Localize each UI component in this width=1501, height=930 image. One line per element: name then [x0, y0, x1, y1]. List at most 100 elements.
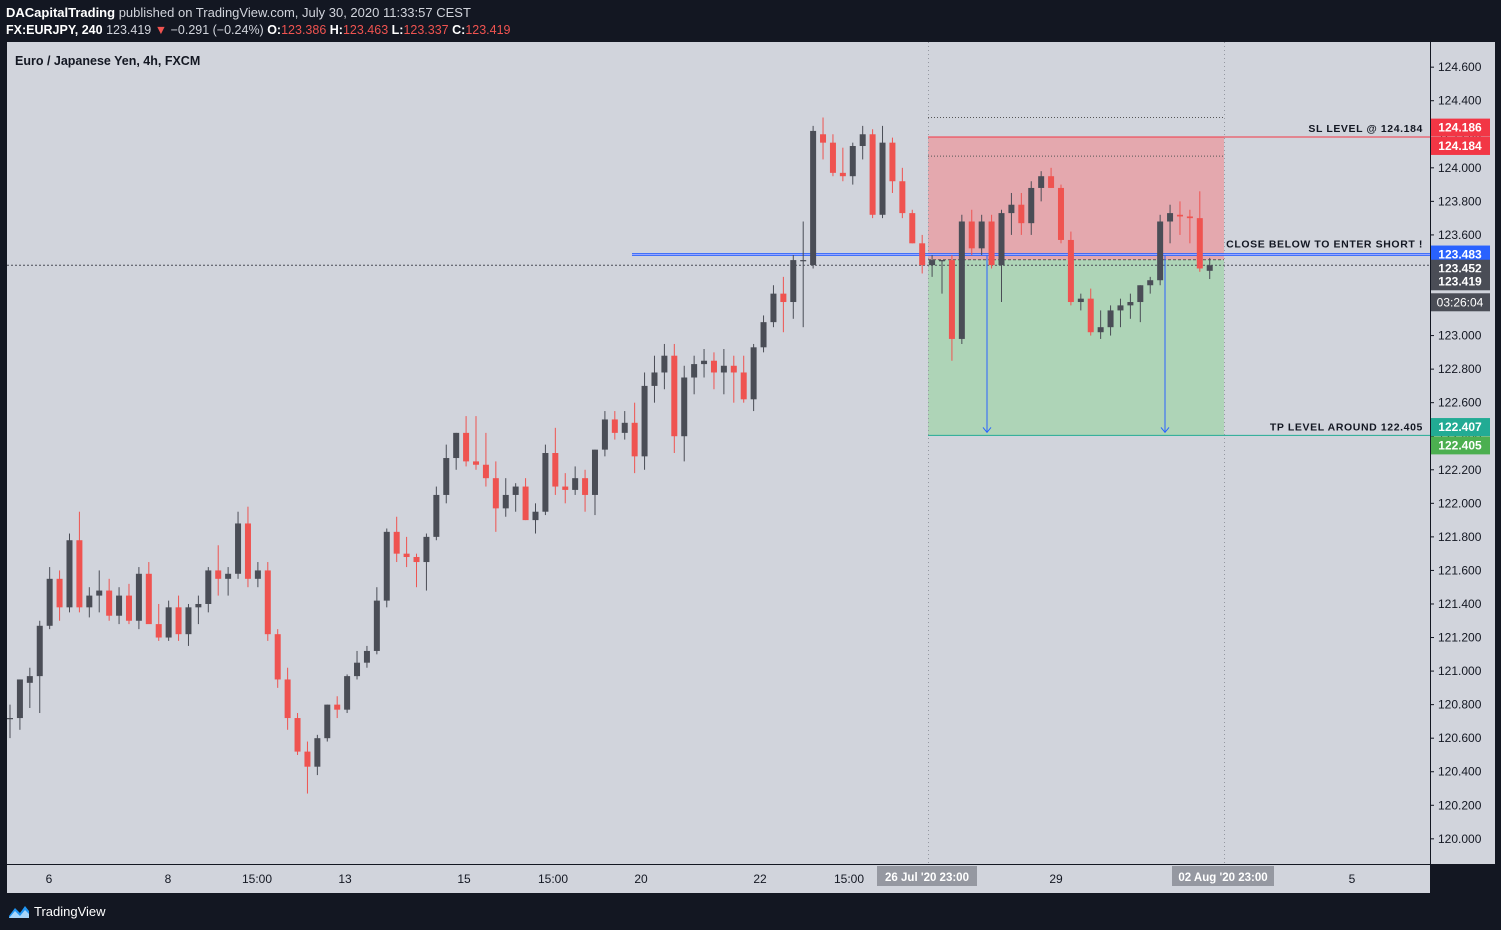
candle-down[interactable]	[988, 221, 995, 266]
candle-up[interactable]	[1008, 204, 1015, 214]
price-label-box[interactable]	[1431, 136, 1490, 155]
candle-up[interactable]	[26, 676, 33, 683]
candle-up[interactable]	[235, 523, 242, 574]
candle-up[interactable]	[185, 607, 192, 635]
candle-down[interactable]	[125, 595, 132, 621]
candle-down[interactable]	[562, 486, 569, 490]
candle-down[interactable]	[244, 523, 251, 579]
candle-up[interactable]	[423, 536, 430, 563]
candle-up[interactable]	[1117, 305, 1124, 311]
candle-down[interactable]	[492, 478, 499, 509]
candle-up[interactable]	[86, 595, 93, 608]
candle-down[interactable]	[284, 679, 291, 719]
candle-down[interactable]	[294, 718, 301, 752]
candle-down[interactable]	[1057, 187, 1064, 240]
candle-down[interactable]	[869, 134, 876, 215]
candle-up[interactable]	[958, 221, 965, 339]
candle-down[interactable]	[334, 704, 341, 710]
candle-up[interactable]	[790, 260, 797, 303]
candle-down[interactable]	[1067, 239, 1074, 303]
candle-up[interactable]	[195, 603, 202, 608]
candle-up[interactable]	[879, 142, 886, 215]
candle-up[interactable]	[770, 293, 777, 323]
candle-down[interactable]	[393, 531, 400, 554]
candle-down[interactable]	[1087, 298, 1094, 333]
candle-up[interactable]	[591, 449, 598, 495]
candle-up[interactable]	[383, 531, 390, 601]
candle-up[interactable]	[7, 718, 13, 720]
candle-up[interactable]	[701, 360, 708, 365]
brand-name[interactable]: TradingView	[34, 904, 106, 919]
candle-down[interactable]	[829, 142, 836, 173]
candle-up[interactable]	[135, 573, 142, 621]
candle-down[interactable]	[780, 293, 787, 303]
candle-down[interactable]	[611, 419, 618, 433]
candle-up[interactable]	[1157, 221, 1164, 281]
candle-down[interactable]	[463, 432, 470, 462]
candle-up[interactable]	[354, 662, 361, 677]
candle-up[interactable]	[205, 570, 212, 604]
candle-up[interactable]	[621, 422, 628, 433]
candle-up[interactable]	[760, 322, 767, 348]
candle-up[interactable]	[373, 600, 380, 651]
candle-up[interactable]	[641, 385, 648, 457]
candle-down[interactable]	[710, 360, 717, 373]
candle-down[interactable]	[473, 461, 480, 465]
candle-down[interactable]	[671, 355, 678, 437]
candle-up[interactable]	[1028, 187, 1035, 224]
candle-up[interactable]	[1077, 298, 1084, 303]
candle-down[interactable]	[155, 624, 162, 638]
candle-up[interactable]	[16, 679, 23, 719]
author-name[interactable]: DACapitalTrading	[6, 5, 116, 20]
candle-down[interactable]	[145, 573, 152, 625]
candle-up[interactable]	[810, 130, 817, 266]
candle-up[interactable]	[344, 676, 351, 710]
candle-up[interactable]	[116, 595, 123, 616]
candle-up[interactable]	[542, 453, 549, 512]
candle-down[interactable]	[215, 570, 222, 579]
candle-down[interactable]	[820, 134, 827, 143]
candle-up[interactable]	[1107, 310, 1114, 328]
candle-up[interactable]	[314, 738, 321, 767]
candle-up[interactable]	[453, 432, 460, 459]
candle-down[interactable]	[968, 221, 975, 249]
candle-up[interactable]	[601, 419, 608, 450]
candle-up[interactable]	[1147, 280, 1154, 286]
candlestick-chart[interactable]: Euro / Japanese Yen, 4h, FXCM SL LEVEL @…	[0, 42, 1501, 893]
candle-down[interactable]	[56, 578, 63, 608]
candle-down[interactable]	[948, 260, 955, 339]
candle-up[interactable]	[46, 578, 53, 626]
price-label-box[interactable]	[1431, 245, 1490, 264]
candle-up[interactable]	[324, 704, 331, 739]
candle-up[interactable]	[254, 570, 261, 579]
candle-down[interactable]	[1018, 204, 1025, 224]
candle-down[interactable]	[631, 422, 638, 457]
candle-up[interactable]	[720, 365, 727, 373]
candle-up[interactable]	[363, 650, 370, 663]
candle-up[interactable]	[681, 377, 688, 437]
candle-up[interactable]	[651, 372, 658, 386]
candle-up[interactable]	[165, 607, 172, 638]
candle-up[interactable]	[750, 347, 757, 400]
candle-down[interactable]	[522, 486, 529, 521]
candle-up[interactable]	[1206, 265, 1213, 271]
price-label-box[interactable]	[1431, 418, 1490, 437]
candle-up[interactable]	[929, 260, 936, 266]
candle-up[interactable]	[1167, 213, 1174, 222]
candle-down[interactable]	[413, 557, 420, 563]
candle-up[interactable]	[1137, 285, 1144, 303]
candle-up[interactable]	[443, 458, 450, 495]
candle-up[interactable]	[66, 540, 73, 608]
candle-down[interactable]	[304, 751, 311, 767]
candle-up[interactable]	[512, 486, 519, 495]
candle-up[interactable]	[36, 625, 43, 677]
candle-down[interactable]	[909, 213, 916, 244]
candle-down[interactable]	[1048, 176, 1055, 188]
candle-up[interactable]	[572, 478, 579, 490]
candle-down[interactable]	[899, 181, 906, 214]
stop-loss-zone[interactable]	[928, 136, 1224, 260]
candle-up[interactable]	[691, 364, 698, 378]
candle-up[interactable]	[1097, 327, 1104, 333]
candle-down[interactable]	[889, 142, 896, 182]
candle-up[interactable]	[433, 494, 440, 537]
